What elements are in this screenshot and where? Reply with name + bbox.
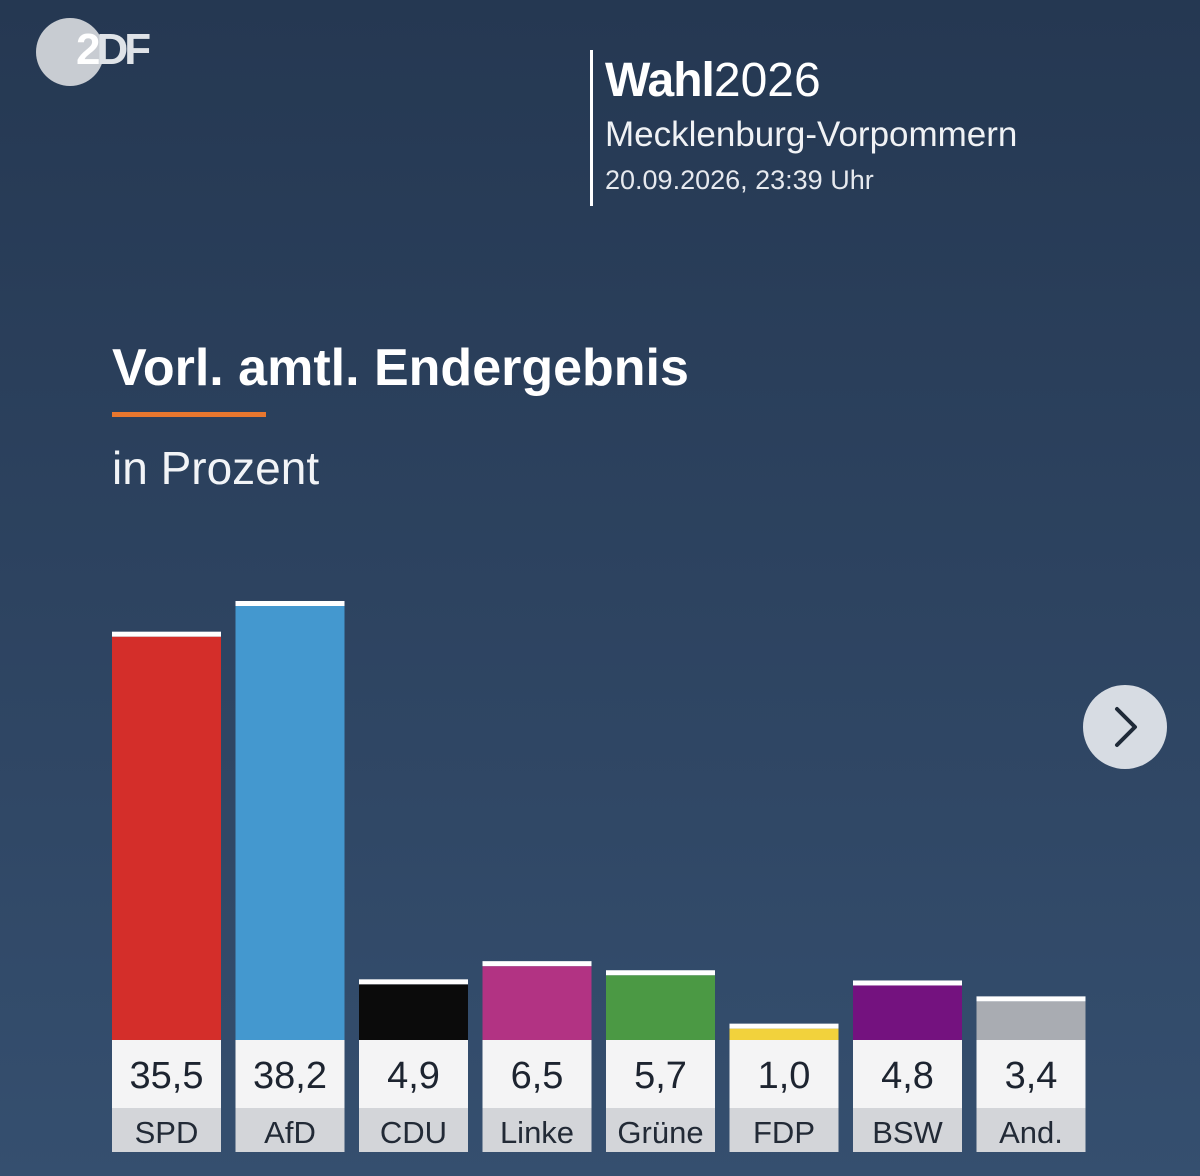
bar-cap-linke bbox=[482, 961, 592, 967]
bar-cap-grne bbox=[606, 970, 715, 976]
value-box-cdu bbox=[359, 1040, 468, 1108]
value-box-spd bbox=[112, 1040, 221, 1108]
bar-cap-cdu bbox=[359, 979, 468, 985]
value-box-bsw bbox=[853, 1040, 962, 1108]
value-box-and bbox=[976, 1040, 1086, 1108]
label-box-bsw bbox=[853, 1108, 962, 1152]
chevron-right-icon bbox=[1115, 707, 1137, 747]
bar-bsw bbox=[853, 985, 962, 1040]
bar-cap-spd bbox=[112, 631, 221, 637]
chart-title: Vorl. amtl. Endergebnis bbox=[112, 339, 689, 397]
value-label-fdp: 1,0 bbox=[758, 1055, 811, 1097]
bar-cap-afd bbox=[235, 601, 345, 606]
category-label-linke: Linke bbox=[500, 1115, 574, 1150]
bar-spd bbox=[112, 636, 221, 1040]
title-underline bbox=[112, 412, 266, 417]
value-box-afd bbox=[235, 1040, 345, 1108]
label-box-and bbox=[976, 1108, 1086, 1152]
bar-cap-and bbox=[976, 996, 1086, 1002]
category-label-grne: Grüne bbox=[617, 1115, 703, 1150]
brand-word: Wahl bbox=[605, 54, 715, 107]
value-label-cdu: 4,9 bbox=[387, 1055, 440, 1097]
category-label-and: And. bbox=[999, 1115, 1063, 1150]
value-label-linke: 6,5 bbox=[511, 1055, 564, 1097]
chart-subtitle: in Prozent bbox=[112, 442, 320, 494]
value-box-linke bbox=[482, 1040, 592, 1108]
election-brand: Wahl2026 bbox=[605, 52, 1017, 110]
value-label-spd: 35,5 bbox=[130, 1055, 204, 1097]
label-box-fdp bbox=[729, 1108, 839, 1152]
bar-cap-bsw bbox=[853, 980, 962, 986]
timestamp: 20.09.2026, 23:39 Uhr bbox=[605, 165, 874, 195]
label-box-linke bbox=[482, 1108, 592, 1152]
bar-linke bbox=[482, 966, 592, 1040]
next-button[interactable] bbox=[1083, 685, 1167, 769]
value-label-bsw: 4,8 bbox=[881, 1055, 934, 1097]
label-box-grne bbox=[606, 1108, 715, 1152]
zdf-logo: 2DF bbox=[36, 14, 176, 86]
bar-fdp bbox=[729, 1028, 839, 1040]
category-label-afd: AfD bbox=[264, 1115, 316, 1150]
value-label-grne: 5,7 bbox=[634, 1055, 687, 1097]
bar-cap-fdp bbox=[729, 1023, 839, 1029]
bar-grne bbox=[606, 975, 715, 1040]
category-label-cdu: CDU bbox=[380, 1115, 447, 1150]
value-box-fdp bbox=[729, 1040, 839, 1108]
region-name: Mecklenburg-Vorpommern bbox=[605, 115, 1018, 154]
logo-circle bbox=[36, 18, 104, 86]
election-header: Wahl2026 Mecklenburg-Vorpommern 20.09.20… bbox=[590, 50, 1017, 206]
bar-afd bbox=[235, 606, 345, 1040]
category-label-bsw: BSW bbox=[872, 1115, 943, 1150]
label-box-cdu bbox=[359, 1108, 468, 1152]
category-label-fdp: FDP bbox=[753, 1115, 815, 1150]
bar-and bbox=[976, 1001, 1086, 1040]
brand-year: 2026 bbox=[713, 54, 821, 107]
label-box-spd bbox=[112, 1108, 221, 1152]
logo-text: 2DF bbox=[76, 25, 151, 74]
bar-cdu bbox=[359, 984, 468, 1040]
value-label-afd: 38,2 bbox=[253, 1055, 327, 1097]
value-box-grne bbox=[606, 1040, 715, 1108]
label-box-afd bbox=[235, 1108, 345, 1152]
category-label-spd: SPD bbox=[135, 1115, 199, 1150]
logo-text-part2: DF bbox=[96, 25, 151, 74]
value-label-and: 3,4 bbox=[1005, 1055, 1058, 1097]
